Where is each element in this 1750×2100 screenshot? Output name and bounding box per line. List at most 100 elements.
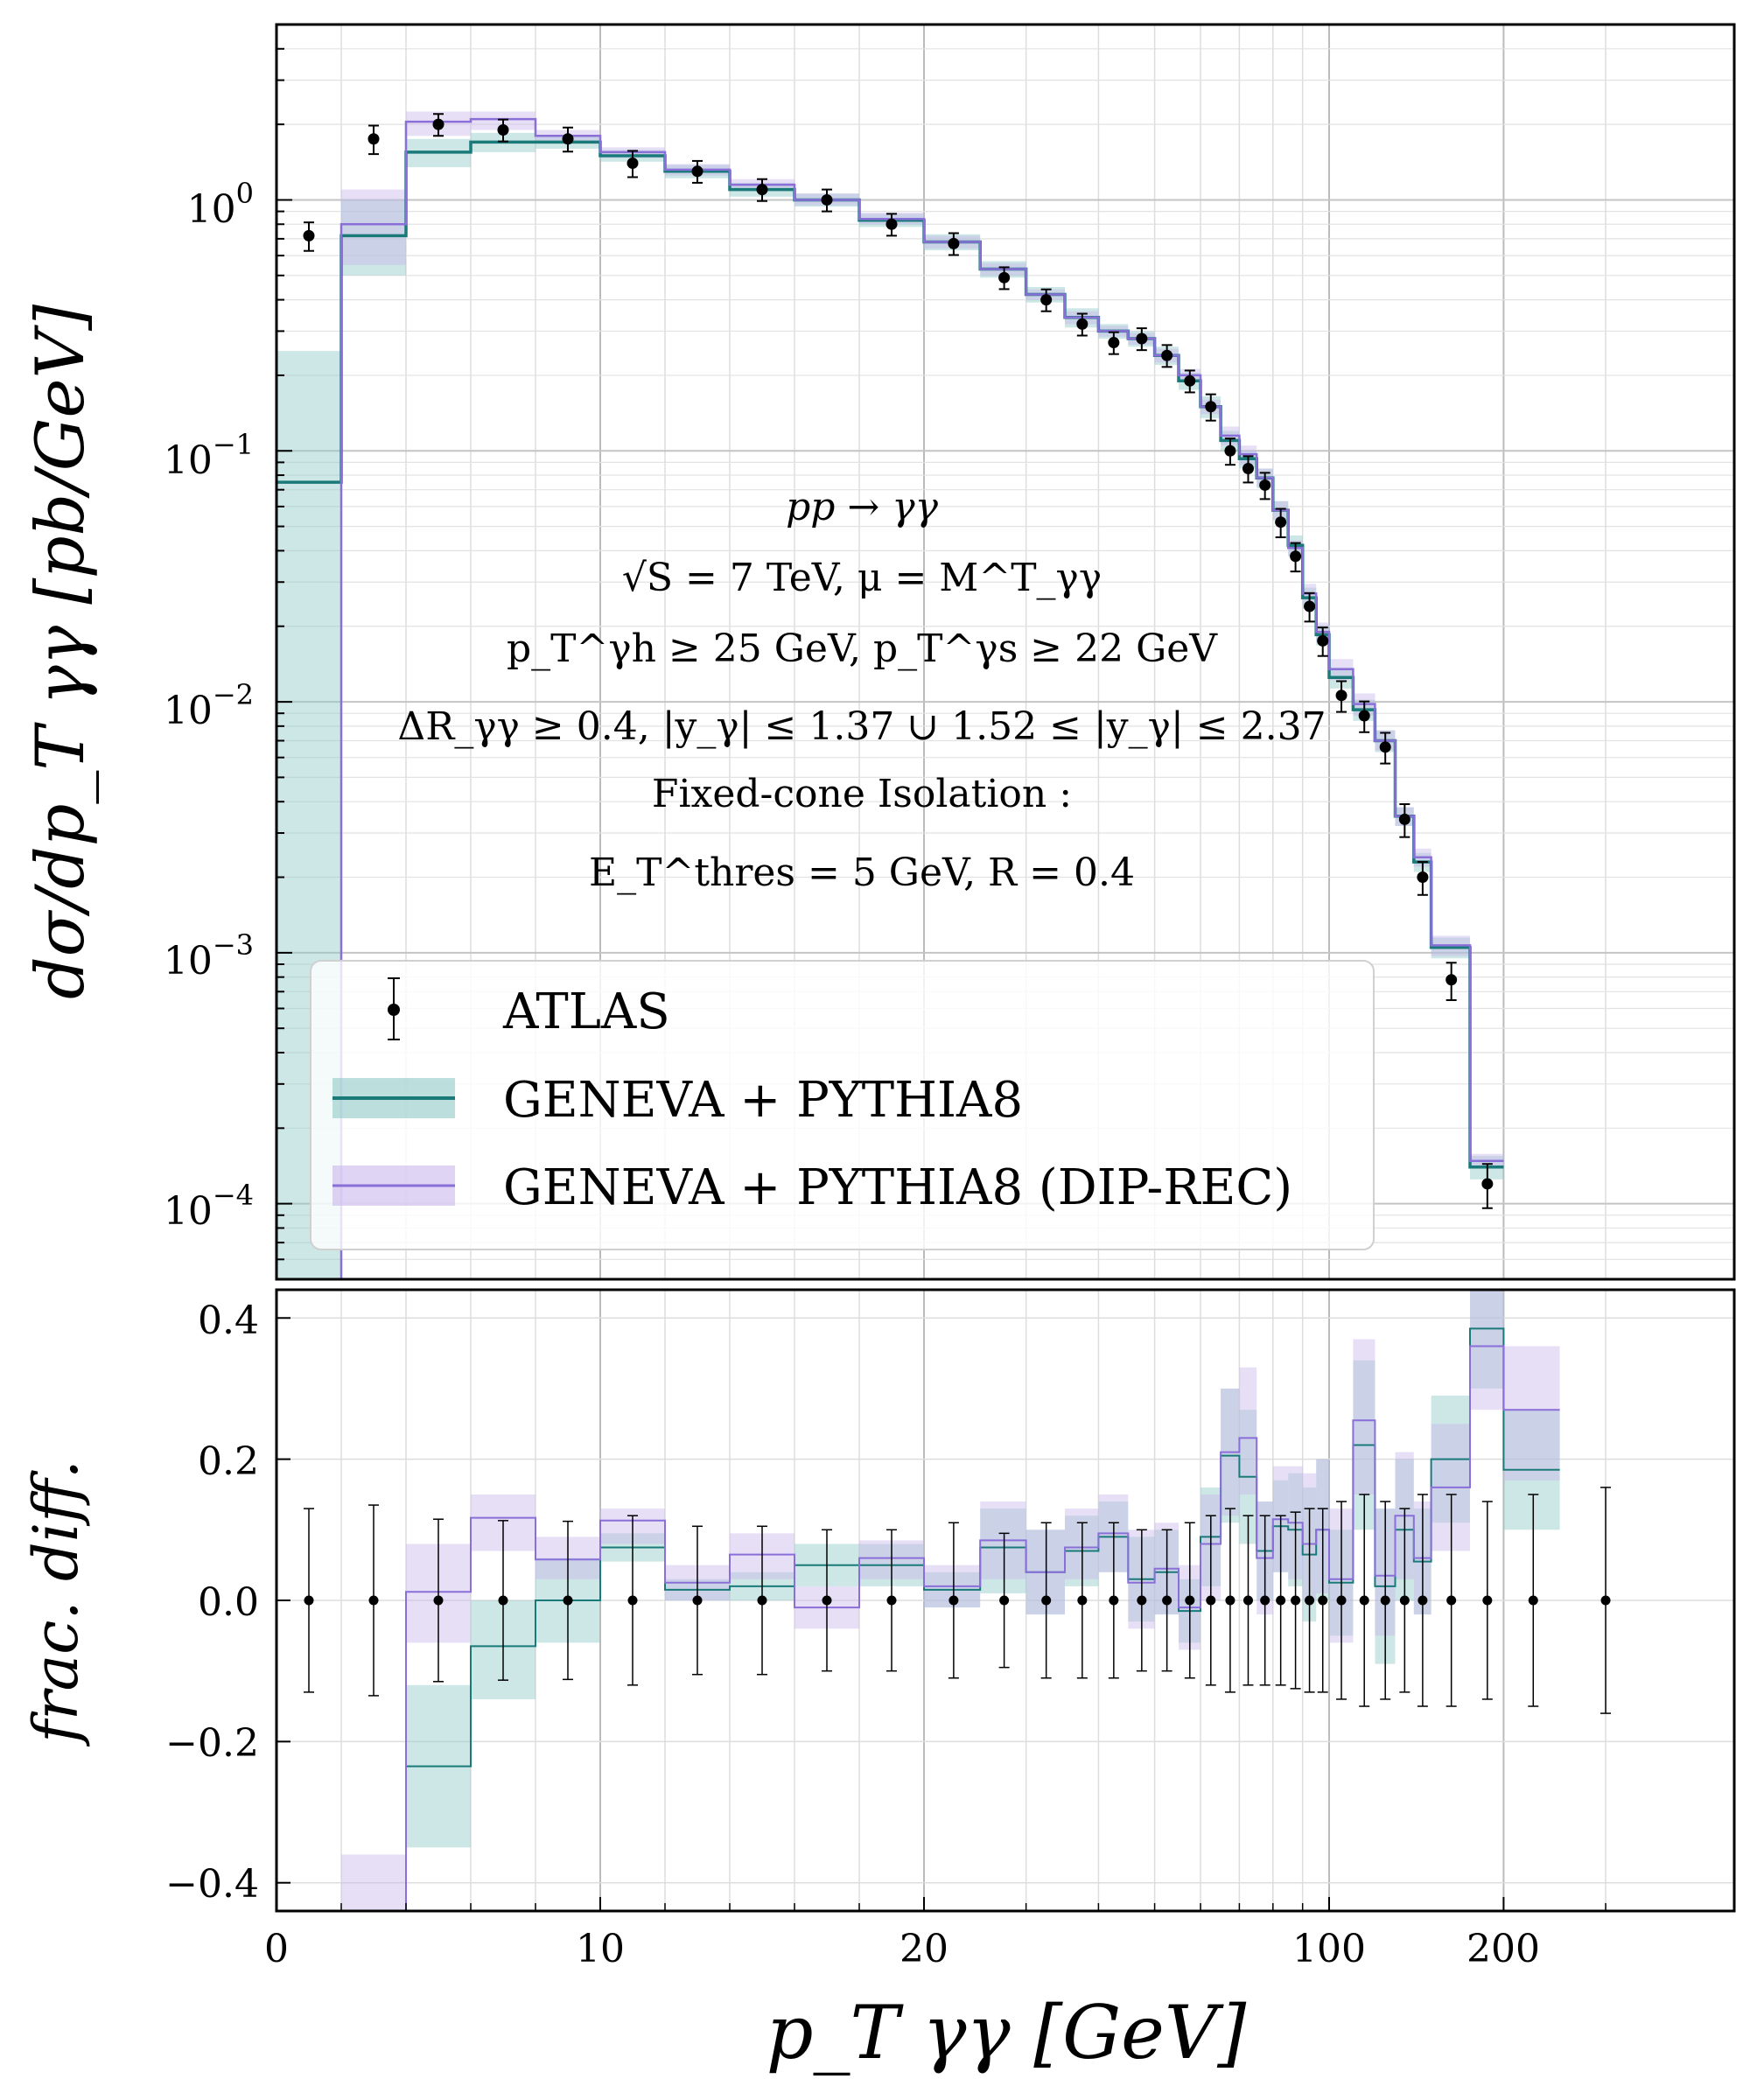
xtick-0: 0 <box>264 1927 289 1971</box>
atlas-point-6 <box>691 165 704 178</box>
frac-point-5 <box>627 1595 638 1606</box>
frac-point-0 <box>304 1595 314 1606</box>
bottom-ytick-3: −0.2 <box>165 1721 259 1766</box>
atlas-point-7 <box>756 184 768 196</box>
atlas-point-10 <box>948 237 960 249</box>
dip-frac-band-bin-20 <box>1239 1367 1257 1494</box>
atlas-point-1 <box>368 133 380 145</box>
frac-point-21 <box>1260 1595 1270 1606</box>
legend-atlas-marker <box>388 1004 400 1016</box>
frac-point-11 <box>999 1595 1010 1606</box>
frac-point-32 <box>1482 1595 1493 1606</box>
atlas-point-15 <box>1136 332 1148 345</box>
atlas-point-4 <box>562 133 574 145</box>
geneva-frac-band-bin-32 <box>1469 1290 1504 1389</box>
atlas-point-12 <box>1040 294 1053 306</box>
bottom-ytick-1: 0.2 <box>198 1439 259 1484</box>
atlas-point-25 <box>1317 634 1329 647</box>
atlas-point-5 <box>626 158 639 170</box>
atlas-point-26 <box>1335 690 1348 702</box>
dip-frac-band-bin-32 <box>1469 1290 1504 1410</box>
atlas-point-19 <box>1224 444 1236 457</box>
legend-box <box>310 960 1375 1250</box>
annotation-line-6: E_T^thres = 5 GeV, R = 0.4 <box>589 850 1135 895</box>
frac-point-15 <box>1137 1595 1147 1606</box>
atlas-point-27 <box>1358 710 1370 722</box>
bottom-ytick-0: 0.4 <box>198 1298 259 1343</box>
geneva-frac-line <box>406 1327 1560 1768</box>
atlas-point-11 <box>998 271 1011 284</box>
top-panel-frame <box>275 23 1736 1281</box>
atlas-point-3 <box>497 124 509 136</box>
frac-point-28 <box>1380 1595 1390 1606</box>
top-panel-atlas-points <box>303 113 1494 1209</box>
dip-frac-band-bin-1 <box>341 1854 406 1911</box>
atlas-point-8 <box>821 193 833 206</box>
atlas-point-9 <box>886 218 898 230</box>
atlas-point-24 <box>1304 600 1316 612</box>
dip-step-line <box>340 117 1504 1279</box>
atlas-point-29 <box>1398 813 1410 825</box>
annotation-line-1: pp → γγ <box>786 485 938 529</box>
frac-point-2 <box>433 1595 444 1606</box>
xtick-200: 200 <box>1466 1927 1540 1971</box>
frac-point-13 <box>1077 1595 1088 1606</box>
frac-point-4 <box>563 1595 573 1606</box>
frac-point-23 <box>1291 1595 1301 1606</box>
frac-point-3 <box>498 1595 508 1606</box>
atlas-point-16 <box>1161 349 1173 361</box>
frac-point-27 <box>1359 1595 1369 1606</box>
top-panel-lines <box>276 117 1504 1279</box>
bottom-panel-points <box>304 1487 1612 1714</box>
x-tick-labels: 0 10 20 100 200 <box>264 1927 1540 1971</box>
frac-point-9 <box>886 1595 897 1606</box>
legend-label-atlas: ATLAS <box>502 984 670 1040</box>
frac-point-22 <box>1276 1595 1286 1606</box>
bottom-y-axis-label: frac. diff. <box>20 1460 92 1747</box>
frac-point-20 <box>1242 1595 1253 1606</box>
atlas-point-17 <box>1184 374 1196 387</box>
frac-point-8 <box>822 1595 832 1606</box>
x-axis <box>276 1897 1606 1911</box>
frac-point-12 <box>1041 1595 1052 1606</box>
frac-point-1 <box>368 1595 379 1606</box>
atlas-point-23 <box>1290 550 1302 563</box>
geneva-band-bin-1 <box>341 200 406 276</box>
frac-point-34 <box>1600 1595 1611 1606</box>
bottom-y-axis <box>276 1317 290 1884</box>
bottom-ytick-4: −0.4 <box>165 1862 259 1907</box>
geneva-frac-band-bin-11 <box>980 1508 1026 1593</box>
bottom-ytick-2: 0.0 <box>198 1580 259 1625</box>
atlas-point-2 <box>432 118 444 130</box>
atlas-point-20 <box>1242 463 1254 475</box>
frac-point-24 <box>1305 1595 1315 1606</box>
xtick-20: 20 <box>900 1927 948 1971</box>
atlas-point-13 <box>1076 318 1088 330</box>
frac-point-31 <box>1446 1595 1457 1606</box>
atlas-point-14 <box>1108 337 1120 349</box>
annotation-line-4: ΔR_γγ ≥ 0.4, |y_γ| ≤ 1.37 ∪ 1.52 ≤ |y_γ|… <box>397 704 1326 749</box>
dip-frac-band-bin-27 <box>1353 1339 1376 1494</box>
xtick-10: 10 <box>576 1927 625 1971</box>
frac-point-26 <box>1336 1595 1347 1606</box>
atlas-point-21 <box>1259 479 1271 491</box>
atlas-point-28 <box>1379 741 1391 753</box>
annotation-line-3: p_T^γh ≥ 25 GeV, p_T^γs ≥ 22 GeV <box>507 626 1218 671</box>
dip-frac-band-bin-33 <box>1503 1346 1560 1480</box>
frac-point-14 <box>1109 1595 1119 1606</box>
atlas-point-31 <box>1446 974 1458 986</box>
frac-point-19 <box>1225 1595 1236 1606</box>
atlas-point-22 <box>1275 516 1287 528</box>
frac-point-17 <box>1185 1595 1195 1606</box>
frac-point-30 <box>1418 1595 1428 1606</box>
bottom-y-tick-labels: 0.4 0.2 0.0 −0.2 −0.4 <box>165 1298 259 1907</box>
atlas-point-32 <box>1481 1178 1494 1190</box>
frac-point-33 <box>1528 1595 1538 1606</box>
frac-point-7 <box>757 1595 767 1606</box>
legend-label-geneva: GENEVA + PYTHIA8 <box>503 1072 1023 1129</box>
xtick-100: 100 <box>1292 1927 1366 1971</box>
frac-point-25 <box>1318 1595 1328 1606</box>
frac-point-18 <box>1206 1595 1216 1606</box>
legend-label-dip: GENEVA + PYTHIA8 (DIP-REC) <box>503 1159 1292 1216</box>
atlas-point-18 <box>1205 401 1217 413</box>
